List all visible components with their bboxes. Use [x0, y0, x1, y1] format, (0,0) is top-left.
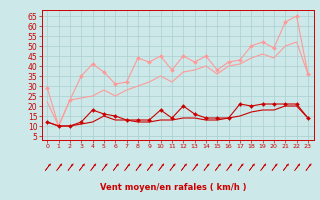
Text: Vent moyen/en rafales ( km/h ): Vent moyen/en rafales ( km/h ) [100, 183, 246, 192]
